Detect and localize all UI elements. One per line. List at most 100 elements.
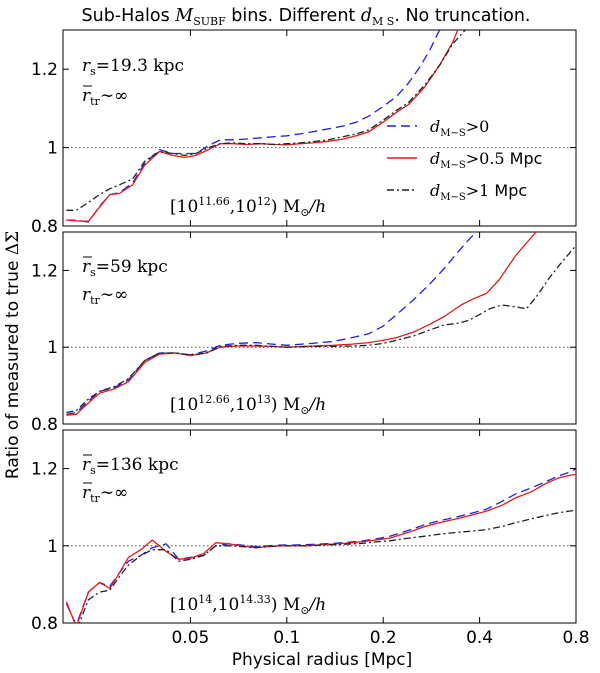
panel-3-bin-label: [1014,1014.33) M⊙/h <box>170 593 326 617</box>
panel-2-rs-unit: kpc <box>137 257 168 277</box>
panel-1-rs-value: =19.3 <box>96 56 154 76</box>
panel-3: 0.811.2 rs=136 kpc rtr∼∞ [1014,1014.33) … <box>31 429 577 634</box>
legend-1-sub: M−S <box>440 128 466 139</box>
y-axis-label-text: Ratio of measured to true <box>3 255 23 479</box>
panel-3-frame <box>62 429 577 624</box>
panel-3-rs-unit: kpc <box>148 455 179 475</box>
y-axis-label-symbol: ΔΣ <box>3 231 23 255</box>
title-d-subscript: M S <box>372 15 394 28</box>
legend-1-cond: >0 <box>466 117 490 136</box>
panel-1-bin-hi-exp: 12 <box>257 195 271 208</box>
panel-3-rs-subscript: s <box>90 464 96 477</box>
panel-3-series-1 <box>65 468 576 623</box>
legend-label-2: dM−S>0.5 Mpc <box>430 149 542 171</box>
panel-1-rs-label: rs=19.3 kpc <box>82 56 184 78</box>
legend-label-3: dM−S>1 Mpc <box>430 181 527 203</box>
panel-1-ytick-label-2: 1 <box>47 139 58 159</box>
panel-1-series-1 <box>66 30 441 223</box>
panel-3-ytick-label-1: 0.8 <box>31 614 58 634</box>
panel-1-rs-subscript: s <box>90 65 96 78</box>
panel-1-bin-close: ) <box>271 197 283 217</box>
legend-2-unit: Mpc <box>505 149 543 168</box>
panel-1-frame <box>62 29 577 227</box>
panel-2-bin-open: [10 <box>170 395 198 415</box>
xtick-label-5: 0.8 <box>562 628 589 648</box>
panel-3-rs-symbol: r <box>82 455 91 475</box>
panel-1-series-2 <box>66 30 459 222</box>
panel-3-bin-h: /h <box>308 595 327 615</box>
panel-2-ytick-label-2: 1 <box>47 338 58 358</box>
panel-3-rtr-label: rtr∼∞ <box>82 483 128 505</box>
panel-2-bin-sun: ⊙ <box>300 404 309 417</box>
xtick-label-4: 0.4 <box>466 628 493 648</box>
panel-3-ytick-label-3: 1.2 <box>31 460 58 480</box>
panel-2-rs-label: rs=59 kpc <box>82 257 168 279</box>
panel-2-rtr-label: rtr∼∞ <box>82 285 128 307</box>
title-part-2: bins. Different <box>226 6 361 26</box>
panel-2-bin-hi-exp: 13 <box>257 393 271 406</box>
panel-2: 0.811.2 rs=59 kpc rtr∼∞ [1012.66,1013) M… <box>31 231 577 435</box>
panel-3-series-2 <box>65 473 576 623</box>
panel-1-rs-unit: kpc <box>153 56 184 76</box>
panel-1-bin-sun: ⊙ <box>300 206 309 219</box>
panel-3-rs-label: rs=136 kpc <box>82 455 179 477</box>
panel-3-bin-unit: M <box>283 595 300 615</box>
panel-2-series-1 <box>66 232 477 416</box>
panel-3-rtr-value: ∼∞ <box>100 483 128 503</box>
panel-1-rs-symbol: r <box>82 56 91 76</box>
panel-2-bin-unit: M <box>283 395 300 415</box>
panel-3-bin-comma: ,10 <box>212 595 239 615</box>
legend-3-sub: M−S <box>440 192 466 203</box>
panel-2-rtr-value: ∼∞ <box>100 285 128 305</box>
panel-3-bin-sun: ⊙ <box>300 604 309 617</box>
panel-3-ytick-label-2: 1 <box>47 537 58 557</box>
panel-3-bin-close: ) <box>271 595 283 615</box>
title-d-symbol: d <box>361 6 372 26</box>
xtick-label-3: 0.2 <box>370 628 397 648</box>
panel-1-rtr-label: rtr∼∞ <box>82 86 128 108</box>
xtick-label-2: 0.1 <box>273 628 300 648</box>
panel-3-bin-lo-exp: 14 <box>198 593 212 606</box>
panel-2-bin-comma: ,10 <box>230 395 257 415</box>
panel-1-rtr-value: ∼∞ <box>100 86 128 106</box>
panel-2-bin-h: /h <box>308 395 327 415</box>
figure-title: Sub-Halos MSUBF bins. Different dM S. No… <box>82 6 531 28</box>
legend-3-d: d <box>430 181 440 200</box>
y-axis-label: Ratio of measured to true ΔΣ <box>3 231 23 479</box>
panel-2-rs-subscript: s <box>90 266 96 279</box>
panel-1-ytick-label-1: 0.8 <box>31 217 58 237</box>
panel-3-rs-value: =136 <box>96 455 148 475</box>
legend-1-d: d <box>430 117 440 136</box>
panel-3-bin-open: [10 <box>170 595 198 615</box>
title-m-subscript: SUBF <box>193 15 226 28</box>
panel-1-rtr-symbol: r <box>82 86 91 106</box>
panel-2-rtr-symbol: r <box>82 285 91 305</box>
panel-2-frame <box>62 231 577 425</box>
panel-3-rtr-subscript: tr <box>90 492 100 505</box>
panel-2-series-3 <box>66 244 576 414</box>
panel-1-bin-comma: ,10 <box>230 197 257 217</box>
legend-3-unit: Mpc <box>489 181 527 200</box>
title-part-3: . No truncation. <box>394 6 530 26</box>
panel-1-bin-unit: M <box>283 197 300 217</box>
panel-2-rs-value: =59 <box>96 257 137 277</box>
panel-3-bin-hi-exp: 14.33 <box>239 593 271 606</box>
panel-1-ytick-label-3: 1.2 <box>31 60 58 80</box>
panel-1-bin-h: /h <box>308 197 327 217</box>
panel-2-rs-symbol: r <box>82 257 91 277</box>
legend-2-sub: M−S <box>440 160 466 171</box>
xtick-label-1: 0.05 <box>171 628 209 648</box>
panel-3-series-3 <box>66 509 576 623</box>
panel-2-rtr-subscript: tr <box>90 294 100 307</box>
panel-2-bin-lo-exp: 12.66 <box>198 393 230 406</box>
title-m-symbol: M <box>174 6 194 26</box>
x-axis-label: Physical radius [Mpc] <box>232 650 413 670</box>
legend-3-cond: >1 <box>466 181 490 200</box>
title-part-1: Sub-Halos <box>82 6 176 26</box>
panel-1-rtr-subscript: tr <box>90 95 100 108</box>
panel-1-series-3 <box>66 30 467 211</box>
panel-1-bin-label: [1011.66,1012) M⊙/h <box>170 195 326 219</box>
panel-1-bin-lo-exp: 11.66 <box>198 195 230 208</box>
panel-1-bin-open: [10 <box>170 197 198 217</box>
